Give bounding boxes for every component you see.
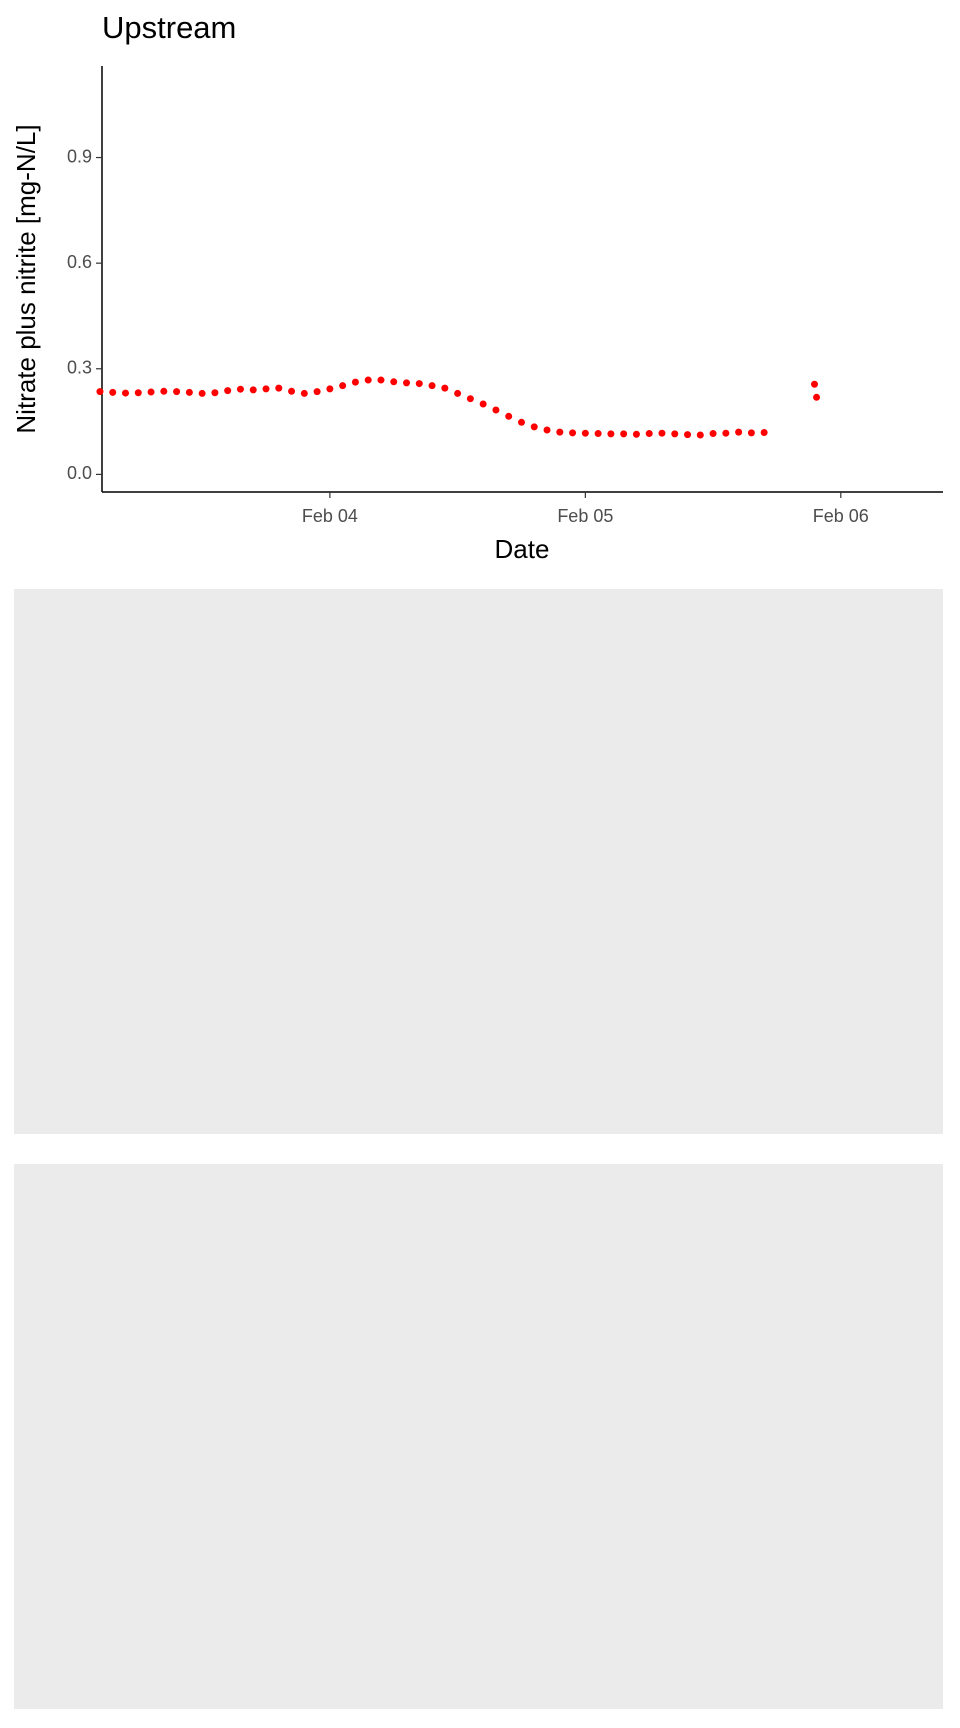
point (810, 380, 818, 388)
point (198, 389, 206, 397)
point (658, 429, 666, 437)
point (147, 388, 155, 396)
point (403, 379, 411, 387)
point (454, 389, 462, 397)
point (288, 387, 296, 395)
point (339, 382, 347, 390)
point (109, 388, 117, 396)
point (556, 428, 564, 436)
x-axis-label: Date (495, 534, 550, 564)
point (236, 385, 244, 393)
point (813, 393, 821, 401)
point (543, 426, 551, 434)
point (122, 389, 130, 397)
point (313, 388, 321, 396)
point (262, 385, 270, 393)
y-tick-label: 0.9 (67, 146, 92, 166)
point (351, 378, 359, 386)
point (747, 429, 755, 437)
x-tick-label: Feb 05 (557, 506, 613, 526)
point (377, 376, 385, 384)
point (594, 430, 602, 438)
point (428, 382, 436, 390)
point (760, 429, 768, 437)
point (275, 384, 283, 392)
point (466, 395, 474, 403)
point (185, 388, 193, 396)
point (517, 418, 525, 426)
point (300, 389, 308, 397)
point (735, 428, 743, 436)
point (709, 430, 717, 438)
y-tick-label: 0.6 (67, 252, 92, 272)
point (645, 430, 653, 438)
point (620, 430, 628, 438)
point (492, 406, 500, 414)
y-axis-label: Nitrate plus nitrite [mg-N/L] (11, 124, 41, 433)
empty-panel (14, 589, 943, 1134)
point (160, 387, 168, 395)
empty-panel (14, 1164, 943, 1709)
point (249, 386, 257, 394)
point (224, 387, 232, 395)
point (364, 376, 372, 384)
point (173, 388, 181, 396)
chart-title: Upstream (102, 10, 236, 45)
point (479, 400, 487, 408)
point (671, 430, 679, 438)
point (211, 389, 219, 397)
point (415, 380, 423, 388)
point (632, 430, 640, 438)
point (722, 429, 730, 437)
x-tick-label: Feb 04 (302, 506, 358, 526)
point (696, 431, 704, 439)
point (684, 431, 692, 439)
point (441, 384, 449, 392)
x-tick-label: Feb 06 (813, 506, 869, 526)
point (607, 430, 615, 438)
point (530, 423, 538, 431)
y-tick-label: 0.0 (67, 463, 92, 483)
point (505, 412, 513, 420)
point (390, 378, 398, 386)
point (134, 389, 142, 397)
point (326, 385, 334, 393)
y-tick-label: 0.3 (67, 358, 92, 378)
point (581, 429, 589, 437)
point (569, 429, 577, 437)
point (96, 388, 104, 396)
